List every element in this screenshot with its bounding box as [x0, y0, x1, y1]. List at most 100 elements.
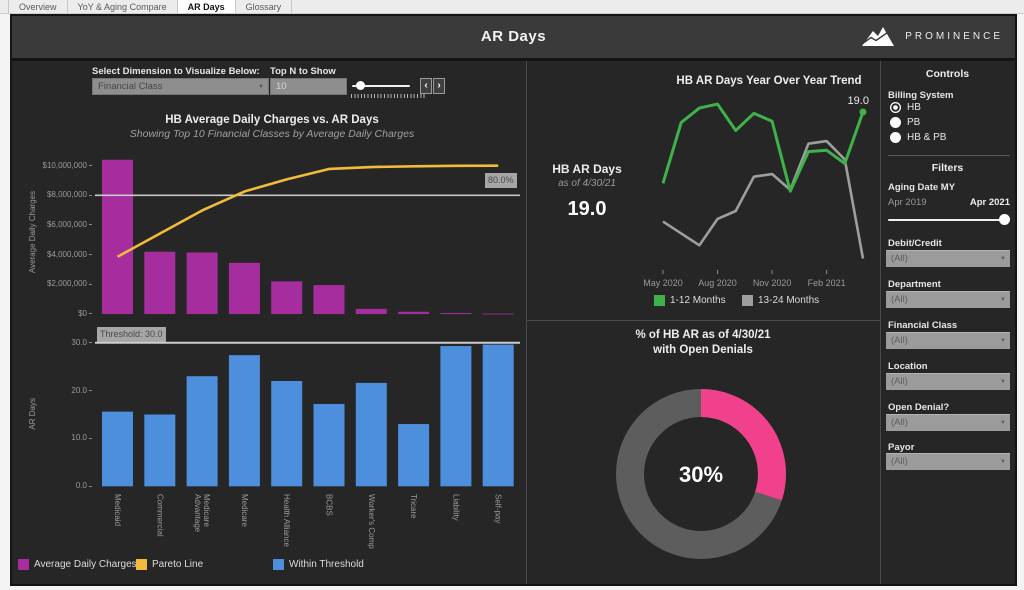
topn-input[interactable]: 10 [270, 78, 347, 95]
threshold-label: Threshold: 30.0 [97, 327, 166, 342]
legend-label: Within Threshold [289, 559, 364, 570]
dimension-select-value: Financial Class [98, 81, 163, 92]
filter-select-financial-class[interactable]: (All) ▼ [886, 332, 1010, 349]
ardays-bar-health-alliance[interactable] [271, 380, 303, 487]
open-denials-donut[interactable]: 30% [616, 389, 786, 559]
filter-label-open-denial: Open Denial? [888, 402, 950, 413]
pareto-chart[interactable] [95, 145, 520, 320]
ardays-bar-liability[interactable] [440, 346, 472, 487]
trend-line-1-12-months[interactable] [661, 102, 865, 193]
left-legend: Average Daily Charges Pareto Line Within T… [12, 559, 526, 575]
ardays-y-tick-3: 30.0 [71, 338, 92, 347]
filter-select-payor[interactable]: (All) ▼ [886, 453, 1010, 470]
trend-legend-label: 1-12 Months [670, 295, 726, 306]
y-tick-4: $8,000,000 [47, 190, 92, 199]
charges-bar-medicaid[interactable] [102, 159, 133, 314]
charges-bar-tricare[interactable] [398, 311, 430, 314]
ardays-bar-medicaid[interactable] [102, 411, 133, 487]
svg-text:Aug 2020: Aug 2020 [698, 278, 737, 288]
radio-pb[interactable]: PB [890, 117, 920, 128]
topn-slider-ticks [351, 94, 425, 98]
ardays-y-ticks: 0.0 10.0 20.0 30.0 [16, 335, 92, 492]
charges-bar-self-pay[interactable] [482, 313, 514, 315]
donut-title: % of HB AR as of 4/30/21 with Open Denia… [526, 329, 880, 356]
aging-slider[interactable] [886, 212, 1010, 230]
svg-text:May 2020: May 2020 [643, 278, 683, 288]
ardays-bar-tricare[interactable] [398, 424, 430, 487]
pareto-y-ticks: $0 $2,000,000 $4,000,000 $6,000,000 $8,000,0… [16, 145, 92, 320]
ardays-bar-commercial[interactable] [144, 414, 176, 487]
filter-value-location: (All) [891, 376, 908, 387]
charges-bar-worker-s-comp[interactable] [355, 308, 387, 314]
header: AR Days PROMINENCE [12, 16, 1015, 61]
legend-average-daily-charges[interactable]: Average Daily Charges [18, 559, 137, 570]
filter-label-payor: Payor [888, 442, 915, 453]
filter-select-open-denial[interactable]: (All) ▼ [886, 414, 1010, 431]
radio-label-pb: PB [907, 117, 921, 128]
category-label-tricare: Tricare [409, 494, 419, 519]
charges-bar-commercial[interactable] [144, 251, 176, 314]
radio-button-hb[interactable] [890, 102, 901, 113]
page-left-button[interactable]: ‹ [420, 78, 432, 94]
chevron-down-icon: ▼ [1000, 420, 1006, 426]
charges-bar-medicare-advantage[interactable] [186, 252, 218, 314]
ardays-y-tick-2: 20.0 [71, 386, 92, 395]
radio-label-hb: HB [907, 102, 921, 113]
topn-slider-handle[interactable] [356, 81, 365, 90]
charges-bar-liability[interactable] [440, 312, 472, 314]
charges-bar-bcbs[interactable] [313, 285, 345, 314]
trend-legend-1-12-months[interactable]: 1-12 Months [654, 295, 726, 306]
radio-hb-pb[interactable]: HB & PB [890, 132, 946, 143]
category-axis-labels: Medicaid Commercial Medicare Advantage Medi… [95, 492, 520, 556]
tab-overview[interactable]: Overview [8, 0, 68, 13]
legend-within-threshold[interactable]: Within Threshold [273, 559, 364, 570]
trend-legend-13-24-months[interactable]: 13-24 Months [742, 295, 819, 306]
filter-value-payor: (All) [891, 456, 908, 467]
filter-select-department[interactable]: (All) ▼ [886, 291, 1010, 308]
pareto-line-swatch [136, 559, 147, 570]
radio-button-hb-pb[interactable] [890, 132, 901, 143]
radio-button-pb[interactable] [890, 117, 901, 128]
category-label-liability: Liability [451, 494, 461, 521]
radio-hb[interactable]: HB [890, 102, 921, 113]
ardays-y-tick-1: 10.0 [71, 433, 92, 442]
tab-glossary[interactable]: Glossary [236, 0, 293, 13]
charges-bar-medicare[interactable] [228, 262, 260, 314]
filter-select-location[interactable]: (All) ▼ [886, 373, 1010, 390]
ardays-chart[interactable] [95, 335, 520, 492]
trend-end-label: 19.0 [848, 95, 869, 107]
ardays-bar-worker-s-comp[interactable] [355, 382, 387, 487]
aging-range: Apr 2019 Apr 2021 [888, 197, 1010, 208]
chevron-down-icon: ▼ [258, 84, 264, 90]
legend-pareto-line[interactable]: Pareto Line [136, 559, 203, 570]
dimension-select[interactable]: Financial Class ▼ [92, 78, 269, 95]
ardays-bar-medicare-advantage[interactable] [186, 376, 218, 487]
aging-slider-handle[interactable] [999, 214, 1010, 225]
filter-label-financial-class: Financial Class [888, 320, 958, 331]
filters-heading: Filters [931, 162, 964, 174]
tab-yoy-aging-compare[interactable]: YoY & Aging Compare [68, 0, 178, 13]
dimension-select-label: Select Dimension to Visualize Below: [92, 66, 260, 77]
chevron-down-icon: ▼ [1000, 256, 1006, 262]
topn-slider-track [352, 85, 410, 87]
category-label-commercial: Commercial [155, 494, 165, 537]
filter-select-debit-credit[interactable]: (All) ▼ [886, 250, 1010, 267]
charges-bar-health-alliance[interactable] [271, 281, 303, 314]
aging-date-label: Aging Date MY [888, 182, 956, 193]
dashboard: AR Days PROMINENCE Select Dimension to V… [10, 14, 1017, 586]
topn-slider[interactable] [350, 78, 412, 94]
trend-line-13-24-months[interactable] [662, 139, 865, 259]
trend-chart-title: HB AR Days Year Over Year Trend [676, 75, 862, 87]
chevron-down-icon: ▼ [1000, 379, 1006, 385]
ardays-bar-medicare[interactable] [228, 355, 260, 487]
ardays-bar-bcbs[interactable] [313, 403, 345, 487]
trend-chart[interactable]: May 2020 Aug 2020 Nov 2020 Feb 2021 19.0 [643, 90, 875, 290]
ardays-bar-self-pay[interactable] [482, 344, 514, 487]
filter-value-financial-class: (All) [891, 335, 908, 346]
kpi-subtitle: as of 4/30/21 [558, 178, 616, 189]
reference-line-label: 80.0% [485, 173, 517, 188]
page-right-button[interactable]: › [433, 78, 445, 94]
tab-ar-days[interactable]: AR Days [177, 0, 236, 13]
y-tick-1: $2,000,000 [47, 279, 92, 288]
